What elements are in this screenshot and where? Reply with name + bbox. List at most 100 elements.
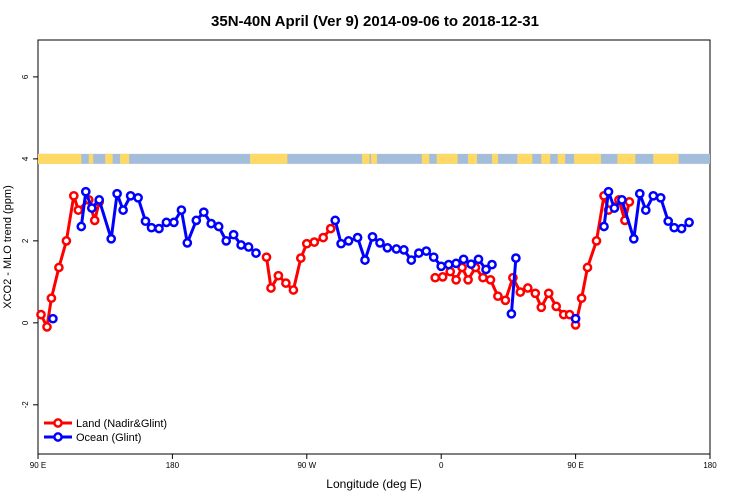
- x-tick-label: 180: [703, 461, 717, 470]
- data-point: [236, 240, 246, 250]
- data-point: [140, 216, 151, 227]
- data-point: [94, 195, 105, 205]
- data-point: [251, 248, 261, 258]
- data-point: [463, 274, 473, 285]
- data-point: [485, 274, 496, 285]
- y-tick-label: 0: [21, 320, 30, 325]
- data-point: [530, 288, 541, 299]
- land-band-segment: [250, 153, 288, 164]
- data-point: [295, 253, 306, 263]
- data-point: [676, 223, 687, 234]
- data-point: [309, 237, 320, 247]
- data-point: [515, 287, 526, 297]
- data-point: [487, 259, 497, 270]
- x-tick-label: 90 E: [30, 461, 46, 470]
- data-point: [493, 291, 503, 302]
- data-point: [473, 254, 484, 265]
- legend-marker: [53, 432, 63, 442]
- chart-title: 35N-40N April (Ver 9) 2014-09-06 to 2018…: [211, 13, 539, 30]
- land-band-segment: [541, 153, 551, 164]
- legend-marker: [53, 418, 63, 428]
- data-point: [511, 253, 521, 263]
- series-line: [509, 257, 518, 314]
- legend-item: Land (Nadir&Glint): [44, 418, 167, 430]
- y-axis: -2 0 2 4 6: [21, 74, 38, 408]
- y-tick-label: 6: [21, 74, 30, 79]
- data-point: [228, 229, 239, 240]
- x-tick-label: 90 E: [567, 461, 583, 470]
- data-point: [576, 293, 587, 304]
- y-axis-label: XCO2 - MLO trend (ppm): [2, 185, 14, 308]
- data-point: [478, 272, 488, 283]
- data-point: [42, 322, 52, 332]
- data-point: [367, 231, 378, 242]
- data-point: [628, 233, 639, 244]
- land-band-segment: [88, 153, 94, 164]
- data-point: [522, 283, 533, 293]
- land-band-segment: [436, 153, 458, 164]
- data-point: [570, 313, 581, 324]
- data-point: [301, 238, 312, 249]
- data-point: [406, 255, 417, 265]
- data-point: [36, 309, 46, 320]
- data-point: [582, 262, 593, 273]
- x-tick-label: 90 W: [297, 461, 316, 470]
- series-ocean: [48, 186, 694, 324]
- data-point: [360, 255, 370, 265]
- data-point: [154, 223, 164, 234]
- data-point: [536, 302, 547, 313]
- data-point: [609, 203, 620, 213]
- data-point: [125, 190, 136, 201]
- data-point: [591, 236, 602, 246]
- data-point: [655, 192, 666, 203]
- x-tick-label: 180: [166, 461, 180, 470]
- data-point: [80, 186, 91, 197]
- data-point: [458, 254, 469, 265]
- data-point: [68, 190, 79, 201]
- land-band-segment: [105, 153, 113, 164]
- data-point: [669, 222, 680, 233]
- land-band-segment: [653, 153, 679, 164]
- y-tick-label: 2: [21, 238, 30, 243]
- data-point: [73, 205, 84, 215]
- data-point: [288, 285, 299, 295]
- series-line: [265, 227, 332, 292]
- data-point: [375, 238, 385, 248]
- data-point: [89, 215, 100, 226]
- data-point: [543, 288, 554, 299]
- data-point: [663, 216, 674, 227]
- series-layer: [36, 186, 694, 332]
- land-band-segment: [371, 153, 377, 164]
- data-point: [603, 186, 614, 197]
- data-point: [640, 205, 651, 215]
- series-line: [39, 194, 101, 329]
- land-band-segment: [421, 153, 430, 164]
- data-point: [436, 261, 447, 272]
- data-point: [325, 223, 336, 234]
- data-point: [46, 293, 57, 304]
- x-axis-label: Longitude (deg E): [326, 477, 421, 491]
- data-point: [221, 236, 232, 246]
- data-point: [428, 252, 439, 263]
- data-point: [281, 278, 291, 288]
- data-point: [198, 207, 209, 218]
- land-band-segment: [517, 153, 533, 164]
- data-point: [413, 248, 424, 258]
- data-point: [443, 259, 454, 270]
- data-point: [213, 221, 224, 232]
- legend-label: Ocean (Glint): [76, 432, 141, 444]
- data-point: [466, 259, 476, 270]
- land-band-segment: [120, 153, 130, 164]
- data-point: [648, 190, 659, 201]
- data-point: [176, 205, 187, 215]
- data-point: [266, 283, 276, 293]
- data-point: [451, 258, 461, 269]
- data-point: [437, 272, 448, 282]
- data-point: [506, 308, 517, 319]
- data-point: [76, 221, 87, 232]
- y-tick-label: -2: [21, 401, 30, 409]
- y-tick-label: 4: [21, 156, 30, 161]
- data-point: [191, 215, 202, 226]
- data-point: [146, 222, 157, 233]
- data-point: [336, 238, 346, 249]
